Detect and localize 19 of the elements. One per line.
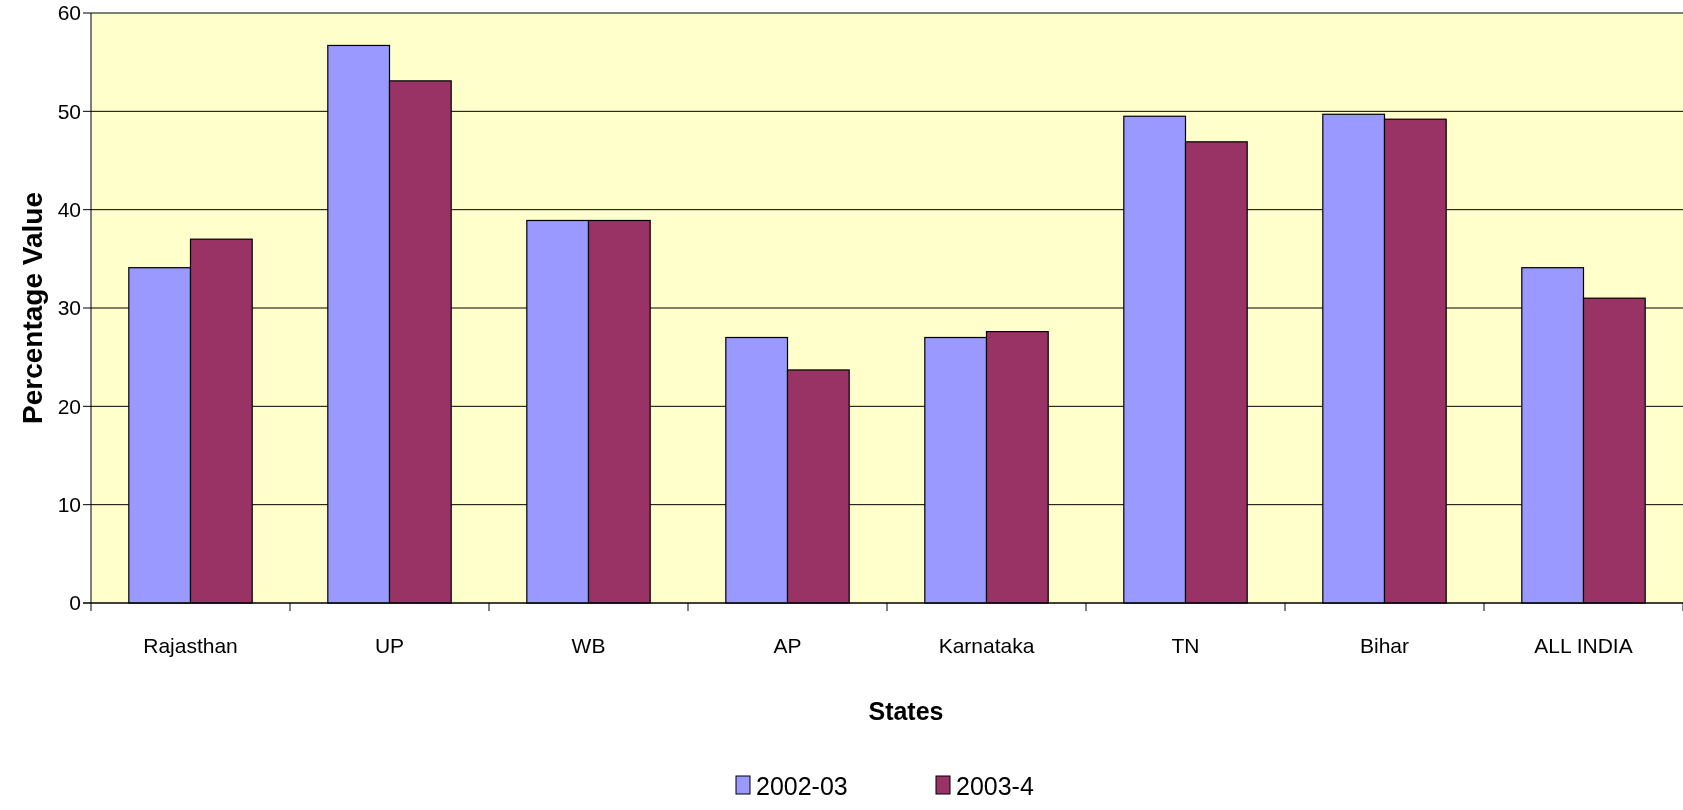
x-axis-title: States xyxy=(868,697,944,725)
x-tick-label: Rajasthan xyxy=(143,634,238,657)
y-tick-label: 20 xyxy=(57,394,81,418)
y-axis-title: Percentage Value xyxy=(17,192,48,424)
x-tick-label: UP xyxy=(374,634,405,657)
y-tick-label: 50 xyxy=(57,99,81,123)
x-tick-label: AP xyxy=(773,634,802,657)
y-tick-label: 10 xyxy=(57,493,81,517)
y-tick-label: 30 xyxy=(57,296,81,320)
x-tick-label: TN xyxy=(1171,634,1200,657)
legend-label: 2003-4 xyxy=(956,772,1034,800)
y-tick-label: 60 xyxy=(57,1,81,25)
legend-label: 2002-03 xyxy=(756,772,848,800)
x-tick-label: WB xyxy=(571,634,606,657)
y-tick-label: 0 xyxy=(69,591,81,615)
y-tick-label: 40 xyxy=(57,198,81,222)
x-tick-label: Bihar xyxy=(1359,634,1410,657)
x-tick-label: Karnataka xyxy=(938,634,1035,657)
x-tick-label: ALL INDIA xyxy=(1534,634,1633,657)
